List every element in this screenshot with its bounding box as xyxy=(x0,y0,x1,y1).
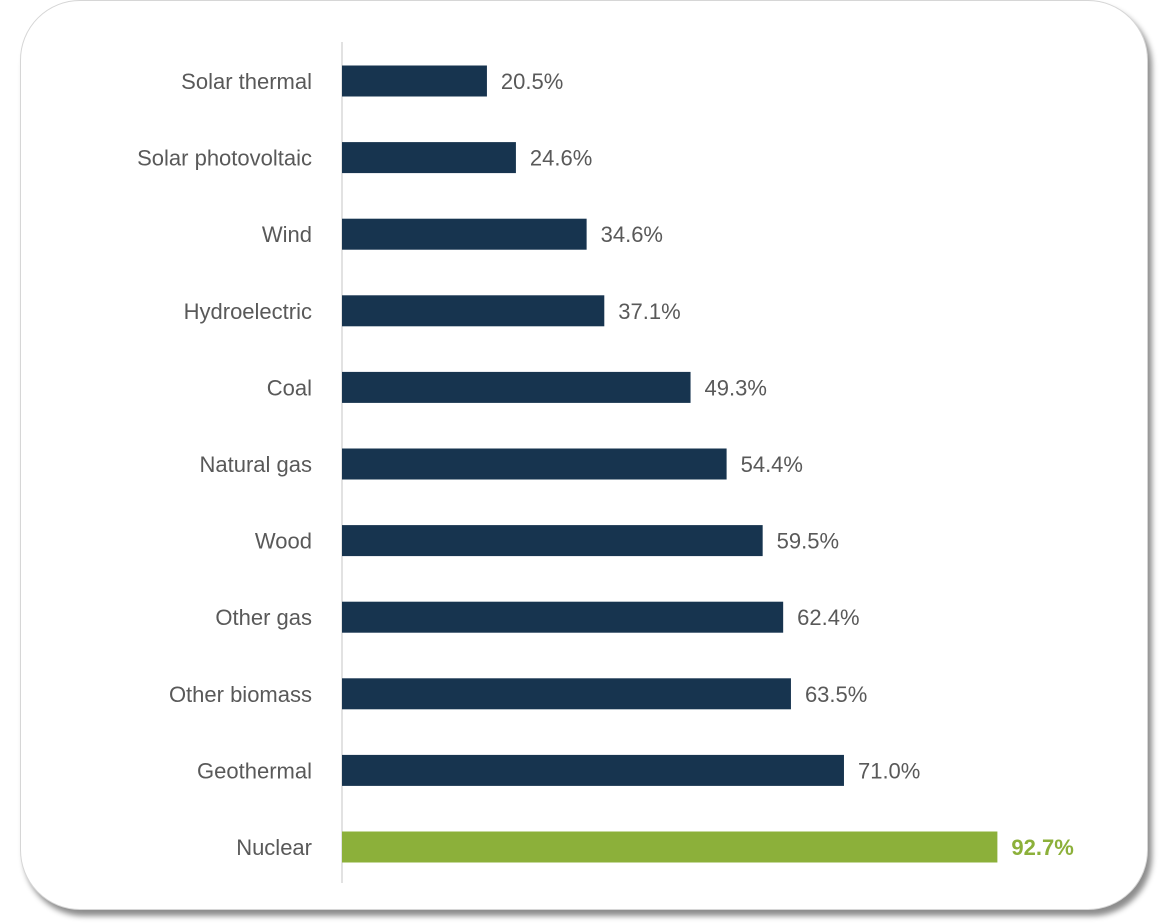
category-label: Wood xyxy=(255,529,312,554)
value-label: 71.0% xyxy=(858,758,920,783)
value-label: 49.3% xyxy=(705,375,767,400)
category-label: Geothermal xyxy=(197,758,312,783)
bar-other-biomass xyxy=(342,678,791,710)
value-label: 62.4% xyxy=(797,605,859,630)
value-label: 92.7% xyxy=(1011,835,1073,860)
bar-other-gas xyxy=(342,601,784,633)
value-label: 54.4% xyxy=(741,452,803,477)
bar-solar-thermal xyxy=(342,65,487,97)
bar-wood xyxy=(342,525,763,557)
category-label: Wind xyxy=(262,222,312,247)
category-label: Natural gas xyxy=(199,452,312,477)
value-label: 37.1% xyxy=(618,299,680,324)
value-label: 34.6% xyxy=(601,222,663,247)
bar-hydroelectric xyxy=(342,295,605,327)
value-label: 20.5% xyxy=(501,69,563,94)
category-label: Solar thermal xyxy=(181,69,312,94)
value-label: 59.5% xyxy=(777,529,839,554)
bar-geothermal xyxy=(342,754,844,786)
category-label: Solar photovoltaic xyxy=(137,146,312,171)
bar-wind xyxy=(342,218,587,250)
bar-nuclear xyxy=(342,831,998,863)
category-label: Nuclear xyxy=(236,835,312,860)
bar-solar-photovoltaic xyxy=(342,142,516,174)
value-label: 63.5% xyxy=(805,682,867,707)
value-label: 24.6% xyxy=(530,146,592,171)
category-label: Other biomass xyxy=(169,682,312,707)
category-label: Other gas xyxy=(215,605,312,630)
category-label: Coal xyxy=(267,375,312,400)
bar-coal xyxy=(342,371,691,403)
category-label: Hydroelectric xyxy=(184,299,312,324)
bar-natural-gas xyxy=(342,448,727,480)
